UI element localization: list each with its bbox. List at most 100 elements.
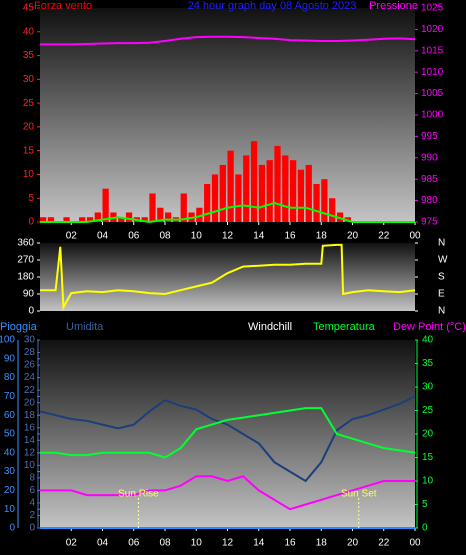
y-tick-label: 60 [4, 410, 16, 421]
y-tick-label: 1005 [421, 88, 444, 99]
legend-label: Windchill [248, 321, 292, 333]
x-tick-label: 12 [222, 538, 234, 549]
x-tick-label: 14 [253, 231, 265, 242]
bar [266, 160, 273, 222]
y-tick-label: 15 [23, 145, 35, 156]
y-tick-label: 30 [24, 335, 36, 346]
bar [297, 169, 305, 222]
y-tick-label: 26 [24, 360, 36, 371]
y-tick-label: 1010 [421, 67, 444, 78]
bar [219, 164, 226, 222]
annotation: Sun Set [341, 489, 377, 500]
series-line [40, 243, 416, 311]
x-tick-label: 18 [316, 538, 328, 549]
bar [235, 174, 242, 222]
y-tick-label: 270 [17, 255, 34, 266]
y-tick-label: N [438, 306, 445, 317]
y-tick-label: 20 [24, 397, 36, 408]
bar [63, 217, 70, 222]
x-tick-label: 20 [347, 538, 359, 549]
bar [329, 198, 336, 222]
y-tick-label: S [438, 272, 445, 283]
plot-area [40, 243, 415, 311]
y-tick-label: 360 [17, 238, 34, 249]
x-tick-label: 10 [191, 538, 203, 549]
x-tick-label: 06 [128, 538, 140, 549]
bar [290, 160, 297, 222]
bar [305, 164, 312, 222]
x-tick-label: 00 [409, 231, 421, 242]
y-tick-label: 1015 [421, 45, 444, 56]
y-tick-label: 50 [4, 429, 16, 440]
bar [274, 145, 281, 222]
y-tick-label: 990 [421, 152, 438, 163]
bar [313, 183, 320, 222]
x-tick-label: 02 [66, 538, 78, 549]
y-tick-label: 28 [24, 347, 36, 358]
bar [125, 212, 133, 222]
bar [321, 179, 328, 222]
y-tick-label: 0 [9, 523, 15, 534]
y-tick-label: 8 [29, 473, 35, 484]
y-tick-label: 995 [421, 131, 438, 142]
x-tick-label: 14 [253, 538, 265, 549]
y-tick-label: 30 [23, 74, 35, 85]
y-tick-label: 35 [23, 50, 35, 61]
y-tick-label: 0 [29, 523, 35, 534]
x-tick-label: 06 [128, 231, 140, 242]
x-tick-label: 22 [378, 538, 390, 549]
legend-label: Dew Point (°C) [393, 321, 466, 333]
y-tick-label: 22 [24, 385, 36, 396]
y-tick-label: 30 [4, 466, 16, 477]
bar [282, 155, 289, 222]
bar [180, 193, 187, 222]
series-line [40, 407, 416, 459]
y-tick-label: 16 [24, 422, 36, 433]
x-tick-label: 16 [284, 538, 296, 549]
legend-label: Pioggia [0, 321, 38, 333]
series-label: Pressione [369, 0, 418, 12]
y-tick-label: 0 [28, 217, 34, 228]
y-tick-label: 90 [4, 353, 16, 364]
y-tick-label: 18 [24, 410, 36, 421]
chart-title: 24 hour graph day 08 Agosto 2023 [188, 0, 357, 12]
x-tick-label: 18 [316, 231, 328, 242]
y-tick-label: 25 [422, 405, 434, 416]
bar [86, 217, 94, 222]
y-tick-label: 1025 [421, 3, 444, 14]
bar [40, 217, 47, 222]
y-tick-label: 0 [422, 523, 428, 534]
series-line [39, 395, 416, 483]
y-tick-label: 15 [422, 452, 434, 463]
y-tick-label: 20 [23, 122, 35, 133]
bar [118, 217, 125, 222]
bar [79, 217, 86, 222]
y-tick-label: 40 [4, 447, 16, 458]
y-tick-label: W [438, 255, 448, 266]
y-tick-label: 20 [4, 485, 16, 496]
y-tick-label: 5 [28, 193, 34, 204]
bar [196, 207, 203, 222]
x-tick-label: 08 [159, 231, 171, 242]
x-tick-label: 02 [66, 231, 78, 242]
x-tick-label: 12 [222, 231, 234, 242]
bar [47, 217, 55, 222]
y-tick-label: 1000 [421, 110, 444, 121]
y-tick-label: 985 [421, 174, 438, 185]
x-tick-label: 08 [159, 538, 171, 549]
bar [250, 141, 258, 222]
y-tick-label: 10 [4, 504, 16, 515]
x-tick-label: 00 [409, 538, 421, 549]
bar [157, 207, 164, 222]
series-line [40, 475, 415, 511]
y-tick-label: 6 [29, 485, 35, 496]
bar [243, 155, 250, 222]
series-label: Forza vento [34, 0, 92, 12]
bar [204, 183, 211, 222]
y-tick-label: 40 [23, 26, 35, 37]
plot-area [40, 340, 415, 528]
y-tick-label: 25 [23, 98, 35, 109]
bar [141, 217, 148, 222]
bar [102, 188, 109, 222]
y-tick-label: 0 [28, 306, 34, 317]
